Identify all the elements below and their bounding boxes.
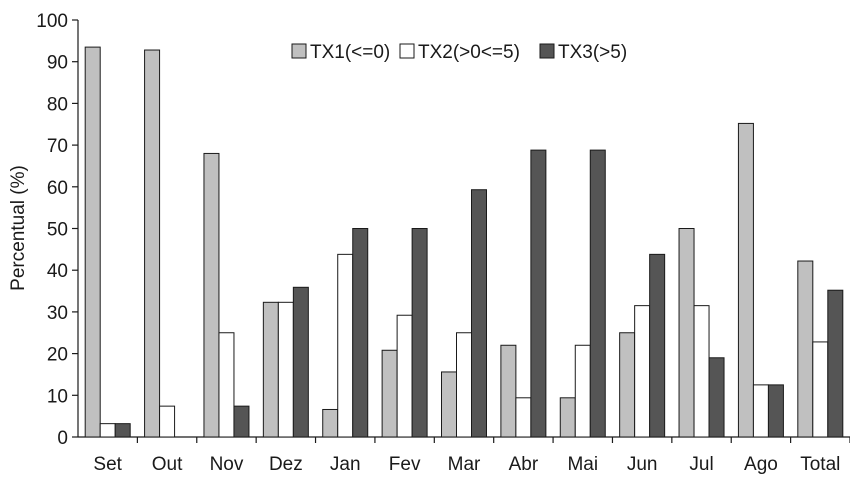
bar <box>381 349 398 438</box>
legend-swatch <box>539 43 555 59</box>
bar <box>737 122 754 438</box>
x-tick-label: Jan <box>330 454 361 475</box>
bar <box>292 286 309 438</box>
y-tick-label: 60 <box>47 178 68 199</box>
x-tick-label: Jun <box>627 454 658 475</box>
legend-label: TX3(>5) <box>558 42 627 63</box>
bar <box>144 49 161 438</box>
bar <box>456 332 472 438</box>
bar <box>441 371 457 438</box>
bar <box>752 384 769 438</box>
bar <box>797 260 814 438</box>
bar <box>500 344 517 438</box>
y-tick-label: 90 <box>47 53 68 74</box>
bar <box>515 397 532 438</box>
y-tick-label: 20 <box>47 345 68 366</box>
legend-label: TX1(<=0) <box>310 42 390 63</box>
y-tick-label: 100 <box>36 11 68 32</box>
bar <box>218 332 235 438</box>
bar <box>84 46 101 438</box>
bar <box>337 253 354 438</box>
x-tick-label: Total <box>800 454 840 475</box>
legend: TX1(<=0) TX2(>0<=5) TX3(>5) <box>291 42 627 63</box>
bar <box>649 253 666 438</box>
bar <box>203 152 220 438</box>
y-tick-label: 70 <box>47 136 68 157</box>
bar <box>277 301 294 438</box>
y-tick-label: 30 <box>47 303 68 324</box>
x-tick-label: Set <box>93 454 122 475</box>
bar <box>574 344 591 438</box>
bar <box>708 357 725 438</box>
x-tick-label: Out <box>152 454 183 475</box>
bars <box>84 46 844 438</box>
bar <box>693 305 710 438</box>
y-tick-label: 80 <box>47 94 68 115</box>
x-tick-label: Ago <box>744 454 778 475</box>
bar <box>619 332 636 438</box>
bar <box>322 408 339 438</box>
y-tick-label: 10 <box>47 386 68 407</box>
x-tick-label: Abr <box>509 454 539 475</box>
x-tick-label: Jul <box>689 454 713 475</box>
bar <box>114 423 131 438</box>
bar <box>559 397 576 438</box>
bar <box>530 149 547 438</box>
legend-label: TX2(>0<=5) <box>418 42 520 63</box>
x-tick-label: Mar <box>448 454 481 475</box>
x-tick-label: Fev <box>389 454 421 475</box>
legend-swatch <box>399 43 415 59</box>
bar <box>767 384 784 438</box>
legend-swatch <box>291 43 307 59</box>
bar <box>411 228 428 438</box>
bar <box>262 301 279 438</box>
x-tick-label: Dez <box>269 454 303 475</box>
bar <box>396 314 413 438</box>
bar <box>589 149 606 438</box>
bar <box>634 305 651 438</box>
bar <box>352 228 369 438</box>
x-tick-label: Nov <box>210 454 244 475</box>
bar <box>99 423 116 438</box>
bar <box>159 405 176 438</box>
bar <box>812 341 829 438</box>
y-axis-title: Percentual (%) <box>8 165 29 291</box>
y-tick-label: 50 <box>47 220 68 241</box>
bar <box>471 189 487 438</box>
axes: 0 10 20 30 40 50 60 70 80 90 100 Set Out Nov Dez Jan Fev… <box>36 11 850 475</box>
bar <box>827 289 844 438</box>
bar <box>678 228 695 438</box>
y-tick-label: 0 <box>57 428 68 449</box>
bar <box>233 405 250 438</box>
x-tick-label: Mai <box>567 454 598 475</box>
y-tick-label: 40 <box>47 261 68 282</box>
